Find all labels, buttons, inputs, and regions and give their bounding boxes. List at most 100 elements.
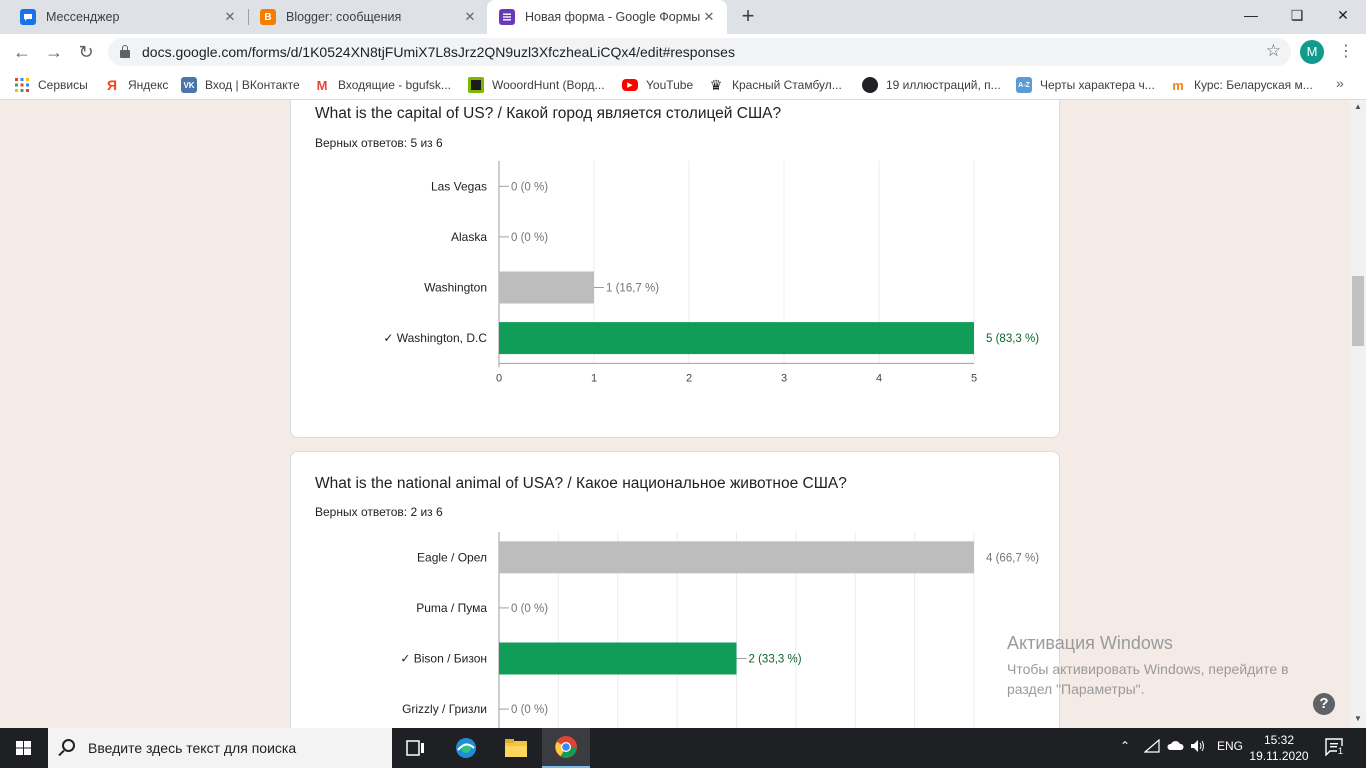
- address-bar[interactable]: docs.google.com/forms/d/1K0524XN8tjFUmiX…: [108, 38, 1291, 66]
- taskbar-search-input[interactable]: Введите здесь текст для поиска: [48, 728, 392, 768]
- yandex-icon: Я: [106, 77, 118, 93]
- category-label: Alaska: [451, 230, 487, 244]
- bookmark-item[interactable]: ▶ YouTube: [622, 76, 693, 94]
- new-tab-button[interactable]: +: [741, 3, 755, 28]
- data-label: 5 (83,3 %): [986, 333, 1039, 345]
- answer-bar: [499, 541, 974, 574]
- clock-time: 15:32: [1263, 733, 1295, 747]
- forward-icon[interactable]: →: [45, 42, 63, 62]
- category-label: Grizzly / Гризли: [402, 702, 487, 716]
- tray-chevron-icon[interactable]: ⌃: [1120, 739, 1131, 753]
- answer-bar: [499, 642, 737, 675]
- scroll-thumb[interactable]: [1352, 276, 1364, 346]
- bookmark-label: Курс: Беларуская м...: [1194, 78, 1313, 92]
- tab-blogger[interactable]: B Blogger: сообщения ✕: [248, 0, 488, 34]
- url-text[interactable]: docs.google.com/forms/d/1K0524XN8tjFUmiX…: [142, 44, 735, 60]
- windows-activation-watermark: Активация Windows Чтобы активировать Win…: [1007, 633, 1327, 699]
- az-icon: A-Z: [1016, 77, 1032, 93]
- close-icon[interactable]: ✕: [224, 9, 236, 24]
- task-view-icon[interactable]: [392, 728, 440, 768]
- question-title: What is the national animal of USA? / Ка…: [315, 475, 847, 492]
- activation-title: Активация Windows: [1007, 633, 1173, 653]
- network-icon[interactable]: [1143, 738, 1160, 756]
- question-score: Верных ответов: 2 из 6: [315, 505, 443, 519]
- category-label: Eagle / Орел: [417, 550, 487, 564]
- question-card: What is the national animal of USA? / Ка…: [290, 451, 1060, 728]
- system-clock[interactable]: 15:32 19.11.2020: [1248, 732, 1310, 764]
- edge-icon[interactable]: [442, 728, 490, 768]
- bookmark-item[interactable]: m Курс: Беларуская м...: [1170, 76, 1313, 94]
- category-label: Las Vegas: [431, 179, 487, 193]
- bookmark-label: Черты характера ч...: [1040, 78, 1155, 92]
- category-label: ✓ Washington, D.C: [383, 331, 487, 345]
- bookmark-item[interactable]: A-Z Черты характера ч...: [1016, 76, 1155, 94]
- tab-title: Мессенджер: [46, 10, 120, 24]
- bookmark-item[interactable]: Я Яндекс: [104, 76, 168, 94]
- bookmark-item[interactable]: 19 иллюстраций, п...: [862, 76, 1001, 94]
- language-indicator[interactable]: ENG: [1217, 739, 1244, 753]
- messenger-icon: [20, 9, 36, 25]
- reload-icon[interactable]: ↻: [78, 42, 94, 62]
- bookmark-label: Вход | ВКонтакте: [205, 78, 300, 92]
- minimize-icon[interactable]: —: [1244, 7, 1258, 23]
- tab-strip: Мессенджер ✕ B Blogger: сообщения ✕ Нова…: [0, 0, 1366, 34]
- category-label: Washington: [424, 281, 487, 295]
- data-label: 0 (0 %): [511, 181, 548, 193]
- tab-google-forms[interactable]: Новая форма - Google Формы ✕: [487, 0, 727, 34]
- tab-title: Blogger: сообщения: [286, 10, 402, 24]
- page-scrollbar[interactable]: ▲ ▼: [1350, 100, 1366, 728]
- chrome-icon[interactable]: [542, 728, 590, 768]
- bookmark-label: Сервисы: [38, 78, 88, 92]
- file-explorer-icon[interactable]: [492, 728, 540, 768]
- windows-taskbar: Введите здесь текст для поиска ⌃ ENG 15:…: [0, 728, 1366, 768]
- bookmark-label: 19 иллюстраций, п...: [886, 78, 1001, 92]
- bookmark-site-icon: [862, 77, 878, 93]
- restore-icon[interactable]: ❏: [1290, 7, 1304, 23]
- profile-avatar[interactable]: M: [1300, 40, 1324, 64]
- google-forms-icon: [499, 9, 515, 25]
- search-placeholder: Введите здесь текст для поиска: [88, 740, 297, 756]
- data-label: 0 (0 %): [511, 232, 548, 244]
- notifications-icon[interactable]: 1: [1325, 738, 1345, 759]
- activation-text: Чтобы активировать Windows, перейдите в …: [1007, 661, 1289, 697]
- x-tick-label: 5: [971, 372, 977, 384]
- vk-icon: VK: [181, 77, 197, 93]
- back-icon[interactable]: ←: [13, 42, 31, 62]
- scroll-up-icon[interactable]: ▲: [1354, 102, 1362, 111]
- answer-bar-chart: 0 1 2 3 4 5 Las Vegas 0 (0 %) Alaska 0 (0 %) Washi…: [383, 161, 1039, 384]
- bookmark-item[interactable]: VK Вход | ВКонтакте: [181, 76, 300, 94]
- scroll-down-icon[interactable]: ▼: [1354, 714, 1362, 723]
- data-label: 0 (0 %): [511, 603, 548, 615]
- close-icon[interactable]: ✕: [703, 9, 715, 24]
- page-content: What is the capital of US? / Какой город…: [0, 100, 1350, 728]
- category-label: Puma / Пума: [416, 601, 487, 615]
- category-label: ✓ Bison / Бизон: [400, 652, 487, 666]
- close-icon[interactable]: ✕: [464, 9, 476, 24]
- window-close-icon[interactable]: ✕: [1337, 7, 1349, 23]
- answer-bar-chart: Eagle / Орел 4 (66,7 %) Puma / Пума 0 (0 %)…: [400, 532, 1039, 728]
- data-label: 0 (0 %): [511, 704, 548, 716]
- menu-icon[interactable]: ⋮: [1338, 43, 1354, 60]
- onedrive-icon[interactable]: [1166, 739, 1184, 754]
- bookmark-item[interactable]: M Входящие - bgufsk...: [314, 76, 451, 94]
- crown-icon: ♛: [709, 76, 723, 93]
- x-tick-label: 1: [591, 372, 597, 384]
- browser-toolbar: ← → ↻ docs.google.com/forms/d/1K0524XN8t…: [0, 34, 1366, 70]
- bookmark-star-icon[interactable]: ☆: [1265, 41, 1281, 60]
- wooordhunt-icon: [468, 77, 484, 93]
- help-button[interactable]: ?: [1313, 693, 1335, 715]
- bookmark-label: Яндекс: [128, 78, 169, 92]
- bookmark-item[interactable]: WooordHunt (Ворд...: [468, 76, 605, 94]
- course-icon: m: [1172, 77, 1184, 93]
- bookmark-label: Красный Стамбул...: [732, 78, 842, 92]
- bookmark-item[interactable]: Сервисы: [14, 76, 88, 94]
- clock-date: 19.11.2020: [1249, 749, 1309, 763]
- answer-bar: [499, 322, 974, 355]
- bookmark-item[interactable]: ♛ Красный Стамбул...: [708, 76, 842, 94]
- gmail-icon: M: [316, 77, 328, 93]
- apps-icon: [14, 77, 30, 93]
- more-bookmarks-icon[interactable]: »: [1336, 75, 1344, 91]
- tab-messenger[interactable]: Мессенджер ✕: [8, 0, 248, 34]
- volume-icon[interactable]: [1190, 739, 1206, 756]
- windows-start-icon[interactable]: [0, 728, 48, 768]
